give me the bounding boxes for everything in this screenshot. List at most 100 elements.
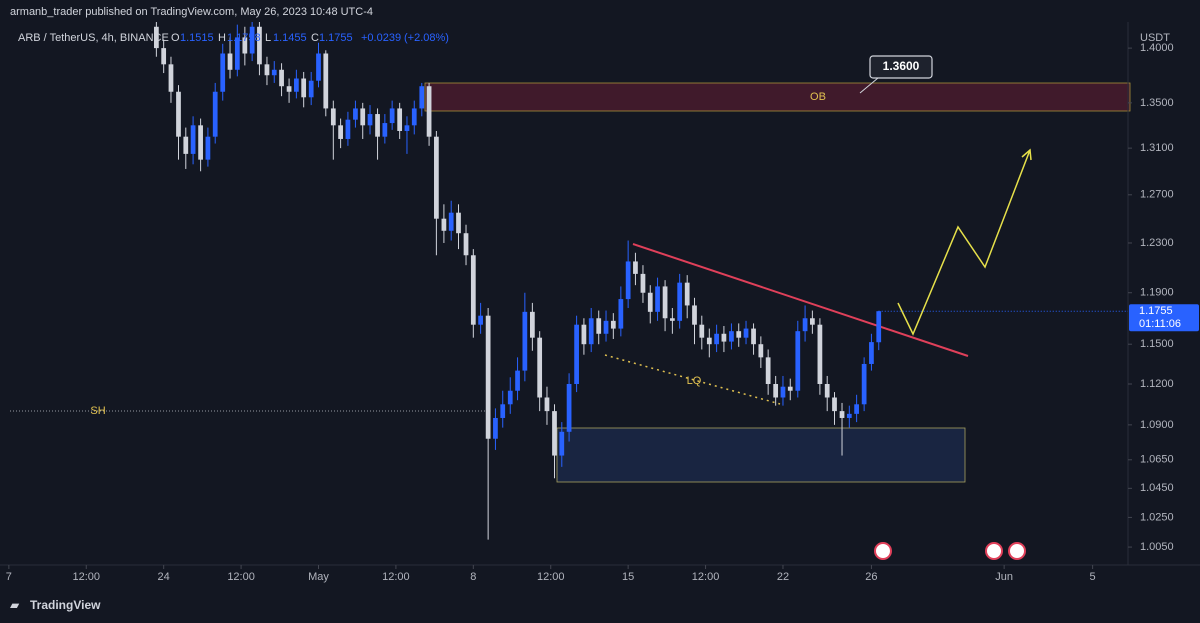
target-label: 1.3600 bbox=[883, 59, 920, 73]
candle-body bbox=[500, 404, 506, 418]
y-tick-label: 1.1900 bbox=[1140, 287, 1174, 299]
ohlc-label: H bbox=[218, 32, 226, 44]
candle-body bbox=[787, 386, 793, 391]
ohlc-label: L bbox=[265, 32, 271, 44]
candle-body bbox=[286, 86, 292, 92]
symbol: ARB / TetherUS, 4h, BINANCE bbox=[18, 32, 169, 44]
y-tick-label: 1.3100 bbox=[1140, 142, 1174, 154]
candle-body bbox=[367, 114, 373, 126]
ohlc-value: 1.1755 bbox=[319, 32, 353, 44]
y-tick-label: 1.0250 bbox=[1140, 511, 1174, 523]
candle-body bbox=[618, 299, 624, 329]
event-icon[interactable] bbox=[1008, 542, 1026, 560]
ob-label: OB bbox=[810, 91, 826, 103]
x-tick-label: May bbox=[308, 571, 329, 583]
candle-body bbox=[419, 86, 425, 109]
candle-body bbox=[294, 78, 299, 92]
x-tick-label: 12:00 bbox=[537, 571, 565, 583]
candle-body bbox=[670, 318, 675, 321]
candle-body bbox=[795, 331, 801, 391]
candle-body bbox=[397, 108, 403, 131]
x-tick-label: 12:00 bbox=[382, 571, 410, 583]
y-tick-label: 1.2300 bbox=[1140, 237, 1174, 249]
y-tick-label: 1.0050 bbox=[1140, 541, 1174, 553]
callout-pointer bbox=[859, 77, 879, 94]
x-tick-label: 12:00 bbox=[72, 571, 100, 583]
event-icon[interactable] bbox=[985, 542, 1003, 560]
candle-body bbox=[876, 311, 882, 343]
y-tick-label: 1.1200 bbox=[1140, 378, 1174, 390]
candle-body bbox=[271, 69, 277, 76]
candle-body bbox=[456, 212, 461, 234]
projection-path bbox=[897, 149, 1031, 336]
change-percent: (+2.08%) bbox=[404, 32, 449, 44]
x-tick-label: 22 bbox=[777, 571, 789, 583]
y-tick-label: 1.0900 bbox=[1140, 419, 1174, 431]
candle-body bbox=[751, 328, 756, 345]
drawings bbox=[10, 55, 1131, 560]
candle-body bbox=[706, 337, 712, 345]
x-tick-label: 7 bbox=[6, 571, 12, 583]
projection-arrowhead bbox=[1021, 148, 1032, 161]
y-tick-label: 1.1500 bbox=[1140, 338, 1174, 350]
candle-body bbox=[389, 108, 395, 124]
candle-body bbox=[655, 286, 660, 312]
candle-body bbox=[832, 397, 837, 412]
currency: USDT bbox=[1140, 32, 1170, 44]
candle-body bbox=[463, 233, 469, 256]
candle-body bbox=[684, 282, 690, 306]
currency-bg bbox=[1129, 22, 1200, 50]
callout-box bbox=[869, 55, 933, 79]
candle-body bbox=[301, 78, 307, 98]
candle-body bbox=[198, 125, 203, 160]
candle-body bbox=[596, 318, 602, 334]
candle-body bbox=[640, 273, 646, 293]
candle-body bbox=[220, 53, 226, 92]
candle-body bbox=[537, 337, 543, 398]
candle-body bbox=[227, 53, 233, 70]
event-icons bbox=[874, 542, 1026, 560]
candle-body bbox=[485, 315, 491, 439]
candle-body bbox=[854, 404, 859, 414]
candle-body bbox=[183, 136, 189, 154]
candle-body bbox=[434, 136, 439, 219]
candle-body bbox=[677, 282, 683, 321]
candle-body bbox=[662, 286, 668, 319]
candle-body bbox=[625, 261, 631, 300]
y-tick-label: 1.0650 bbox=[1140, 454, 1174, 466]
candle-body bbox=[493, 417, 498, 439]
ohlc-label: O bbox=[171, 32, 180, 44]
candle-body bbox=[529, 311, 535, 338]
candles bbox=[153, 22, 882, 540]
ohlc-label: C bbox=[311, 32, 319, 44]
candle-body bbox=[780, 386, 786, 398]
x-tick-label: 24 bbox=[158, 571, 170, 583]
lq-line bbox=[604, 354, 781, 405]
event-icon[interactable] bbox=[874, 542, 892, 560]
candle-body bbox=[736, 331, 742, 338]
candle-body bbox=[714, 333, 719, 345]
candle-body bbox=[205, 136, 211, 160]
candle-body bbox=[559, 431, 565, 456]
candle-body bbox=[426, 86, 432, 137]
y-tick-label: 1.3500 bbox=[1140, 97, 1174, 109]
candle-body bbox=[153, 26, 159, 49]
candle-body bbox=[773, 383, 779, 398]
candle-body bbox=[743, 328, 749, 338]
candle-body bbox=[758, 344, 764, 358]
candle-body bbox=[824, 383, 830, 398]
candle-body bbox=[190, 125, 196, 154]
candle-body bbox=[161, 48, 167, 65]
candle-body bbox=[522, 311, 528, 371]
publisher: armanb_trader published on TradingView.c… bbox=[10, 6, 373, 18]
candle-body bbox=[610, 320, 616, 329]
ob-zone bbox=[424, 82, 1131, 112]
x-tick-label: 12:00 bbox=[692, 571, 720, 583]
candle-body bbox=[249, 26, 255, 54]
candle-body bbox=[802, 318, 808, 332]
trend-line bbox=[632, 243, 969, 357]
candle-body bbox=[316, 53, 321, 81]
